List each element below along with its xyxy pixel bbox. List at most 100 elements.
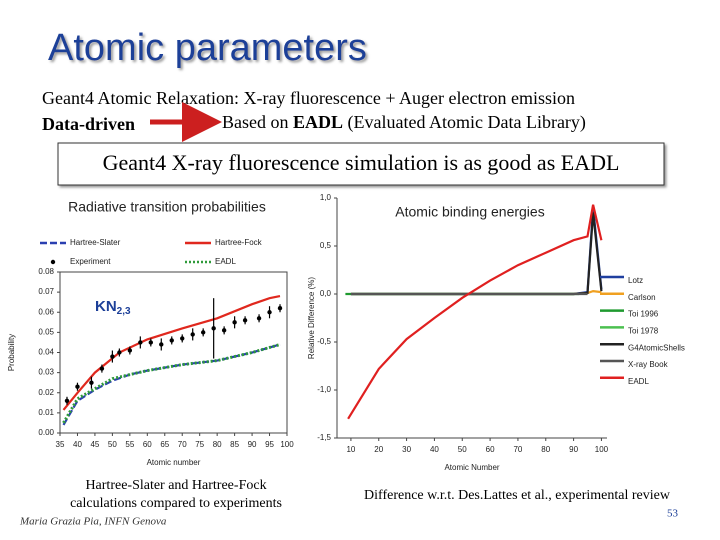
y-tick-label: -1,0 bbox=[317, 385, 331, 394]
y-tick-label: 0,5 bbox=[320, 241, 332, 250]
x-tick-label: 90 bbox=[569, 445, 578, 454]
y-axis-label: Probability bbox=[7, 334, 16, 371]
y-tick-label: 0.06 bbox=[38, 307, 54, 316]
data-point bbox=[138, 340, 143, 345]
author: Maria Grazia Pia, INFN Genova bbox=[19, 516, 167, 528]
x-tick-label: 95 bbox=[265, 440, 274, 449]
y-tick-label: 0.05 bbox=[38, 327, 54, 336]
data-point bbox=[267, 310, 272, 315]
data-point bbox=[277, 306, 283, 311]
data-point bbox=[211, 326, 216, 331]
subtitle: Geant4 Atomic Relaxation: X-ray fluoresc… bbox=[42, 88, 575, 108]
legend-label: Toi 1996 bbox=[628, 310, 659, 319]
x-tick-label: 45 bbox=[90, 440, 99, 449]
data-point bbox=[232, 320, 237, 325]
x-tick-label: 85 bbox=[230, 440, 239, 449]
caption: Hartree-Slater and Hartree-Fock bbox=[85, 478, 266, 493]
legend-label: Carlson bbox=[628, 293, 656, 302]
caption: calculations compared to experiments bbox=[70, 496, 282, 511]
y-tick-label: 0.08 bbox=[38, 267, 54, 276]
legend-label: X-ray Book bbox=[628, 360, 669, 369]
annotation-subscript: 2,3 bbox=[117, 306, 131, 317]
data-point bbox=[221, 328, 227, 333]
x-tick-label: 50 bbox=[108, 440, 117, 449]
y-tick-label: 0.00 bbox=[38, 428, 54, 437]
x-tick-label: 65 bbox=[160, 440, 169, 449]
legend-label: EADL bbox=[215, 257, 236, 266]
series-line bbox=[350, 212, 603, 296]
legend-swatch bbox=[50, 259, 56, 265]
statement-box bbox=[57, 142, 665, 186]
series-line bbox=[347, 204, 603, 420]
series-line bbox=[350, 207, 603, 296]
legend-label: EADL bbox=[628, 377, 649, 386]
eadl-line: Based on EADL (Evaluated Atomic Data Lib… bbox=[222, 112, 586, 133]
x-axis-label: Atomic Number bbox=[444, 463, 499, 472]
x-tick-label: 40 bbox=[430, 445, 439, 454]
y-tick-label: 0.01 bbox=[38, 408, 54, 417]
data-driven: Data-driven bbox=[42, 114, 135, 134]
eadl: EADL bbox=[293, 112, 343, 132]
caption: Difference w.r.t. Des.Lattes et al., exp… bbox=[364, 488, 671, 503]
x-tick-label: 75 bbox=[195, 440, 204, 449]
x-tick-label: 20 bbox=[374, 445, 383, 454]
data-point bbox=[117, 350, 122, 355]
x-tick-label: 90 bbox=[248, 440, 257, 449]
x-tick-label: 60 bbox=[486, 445, 495, 454]
data-point bbox=[242, 318, 248, 323]
data-point bbox=[159, 342, 164, 347]
data-point bbox=[256, 316, 262, 321]
series-line bbox=[62, 295, 281, 411]
y-axis-label: Relative Difference (%) bbox=[307, 277, 316, 359]
legend-label: Experiment bbox=[70, 257, 111, 266]
annotation: KN2,3 bbox=[95, 298, 131, 317]
x-tick-label: 50 bbox=[458, 445, 467, 454]
y-tick-label: 0,0 bbox=[320, 289, 332, 298]
annotation-text: KN bbox=[95, 298, 117, 315]
chart-title: Radiative transition probabilities bbox=[68, 199, 266, 215]
legend-label: Hartree-Slater bbox=[70, 238, 121, 247]
based-on: Based on bbox=[222, 112, 289, 132]
x-tick-label: 100 bbox=[595, 445, 609, 454]
page-number: 53 bbox=[667, 508, 679, 520]
x-tick-label: 55 bbox=[125, 440, 134, 449]
x-tick-label: 70 bbox=[513, 445, 522, 454]
x-tick-label: 60 bbox=[143, 440, 152, 449]
x-tick-label: 30 bbox=[402, 445, 411, 454]
x-tick-label: 10 bbox=[346, 445, 355, 454]
eadl-full: (Evaluated Atomic Data Library) bbox=[348, 112, 586, 133]
x-tick-label: 40 bbox=[73, 440, 82, 449]
data-point bbox=[89, 380, 94, 385]
x-tick-label: 100 bbox=[280, 440, 294, 449]
legend-label: Toi 1978 bbox=[628, 327, 659, 336]
y-tick-label: 0.02 bbox=[38, 388, 54, 397]
legend-label: G4AtomicShells bbox=[628, 343, 685, 352]
y-tick-label: -0,5 bbox=[317, 337, 331, 346]
data-point bbox=[200, 330, 206, 335]
data-point bbox=[127, 348, 133, 353]
x-tick-label: 35 bbox=[56, 440, 65, 449]
legend-label: Hartree-Fock bbox=[215, 238, 263, 247]
y-tick-label: 1,0 bbox=[320, 193, 332, 202]
data-point bbox=[180, 336, 185, 341]
legend-label: Lotz bbox=[628, 276, 643, 285]
chart-title: Atomic binding energies bbox=[395, 204, 544, 220]
slide-title: Atomic parameters bbox=[48, 27, 367, 69]
series-line bbox=[62, 343, 281, 426]
data-point bbox=[169, 338, 174, 343]
y-tick-label: 0.03 bbox=[38, 368, 54, 377]
x-axis-label: Atomic number bbox=[147, 458, 201, 467]
data-point bbox=[148, 340, 153, 345]
x-tick-label: 80 bbox=[213, 440, 222, 449]
data-point bbox=[99, 366, 105, 371]
y-tick-label: 0.07 bbox=[38, 287, 54, 296]
data-point bbox=[64, 398, 70, 403]
x-tick-label: 80 bbox=[541, 445, 550, 454]
y-tick-label: -1,5 bbox=[317, 433, 331, 442]
y-tick-label: 0.04 bbox=[38, 348, 54, 357]
x-tick-label: 70 bbox=[178, 440, 187, 449]
statement: Geant4 X-ray fluorescence simulation is … bbox=[103, 150, 620, 175]
data-point bbox=[110, 354, 115, 359]
data-point bbox=[190, 332, 195, 337]
